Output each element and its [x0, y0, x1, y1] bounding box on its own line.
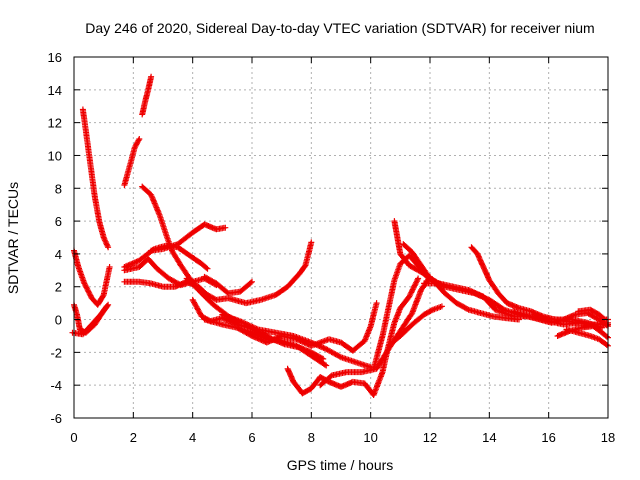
y-tick-label: -6 — [50, 411, 62, 426]
y-tick-label: 6 — [55, 214, 62, 229]
series-arc-30 — [581, 319, 611, 330]
x-tick-label: 6 — [248, 430, 255, 445]
series-arc-13 — [201, 273, 255, 297]
y-tick-label: 2 — [55, 280, 62, 295]
y-tick-label: 8 — [55, 181, 62, 196]
point-markers — [317, 273, 433, 389]
series-arc-02 — [121, 136, 143, 188]
y-tick-label: -4 — [50, 378, 62, 393]
plot-frame — [73, 56, 609, 419]
point-markers — [581, 319, 611, 330]
y-tick-label: 4 — [55, 247, 62, 262]
point-markers — [563, 326, 611, 349]
grid — [74, 57, 608, 418]
y-tick-label: -2 — [50, 345, 62, 360]
y-tick-label: 16 — [48, 50, 62, 65]
x-tick-label: 8 — [308, 430, 315, 445]
y-tick-label: 12 — [48, 116, 62, 131]
y-tick-label: 10 — [48, 148, 62, 163]
y-tick-label: 14 — [48, 83, 62, 98]
x-tick-label: 2 — [130, 430, 137, 445]
point-markers — [234, 300, 380, 354]
series-arc-01 — [79, 106, 112, 251]
x-tick-label: 10 — [363, 430, 377, 445]
tick-marks — [73, 56, 609, 419]
series-arc-22 — [385, 303, 445, 349]
series-arc-06 — [69, 303, 110, 338]
series-arc-03 — [139, 73, 155, 118]
x-tick-label: 0 — [70, 430, 77, 445]
series-arc-11 — [148, 221, 229, 254]
x-tick-label: 14 — [482, 430, 496, 445]
series-arc-28 — [563, 326, 611, 349]
point-markers — [79, 106, 112, 251]
x-tick-label: 18 — [601, 430, 615, 445]
data-points — [69, 73, 611, 398]
point-markers — [201, 273, 255, 297]
x-tick-label: 4 — [189, 430, 196, 445]
series-arc-19 — [317, 273, 433, 389]
tick-labels: 0 2 4 6 8 10 12 14 16 18 -6 -4 -2 0 2 4 6 8 10 12 14 16 — [48, 50, 616, 445]
point-markers — [139, 73, 155, 118]
point-markers — [148, 221, 229, 254]
y-tick-label: 0 — [55, 313, 62, 328]
series-arc-17 — [234, 300, 380, 354]
y-axis-label: SDTVAR / TECUs — [5, 182, 21, 294]
chart-title: Day 246 of 2020, Sidereal Day-to-day VTE… — [85, 20, 594, 36]
series-arc-04 — [71, 247, 113, 308]
x-tick-label: 16 — [541, 430, 555, 445]
x-tick-label: 12 — [423, 430, 437, 445]
series-arc-12 — [183, 239, 315, 307]
point-markers — [183, 239, 315, 307]
x-axis-label: GPS time / hours — [287, 457, 394, 473]
point-markers — [71, 247, 113, 308]
point-markers — [385, 303, 445, 349]
point-markers — [121, 136, 143, 188]
point-markers — [69, 303, 110, 338]
